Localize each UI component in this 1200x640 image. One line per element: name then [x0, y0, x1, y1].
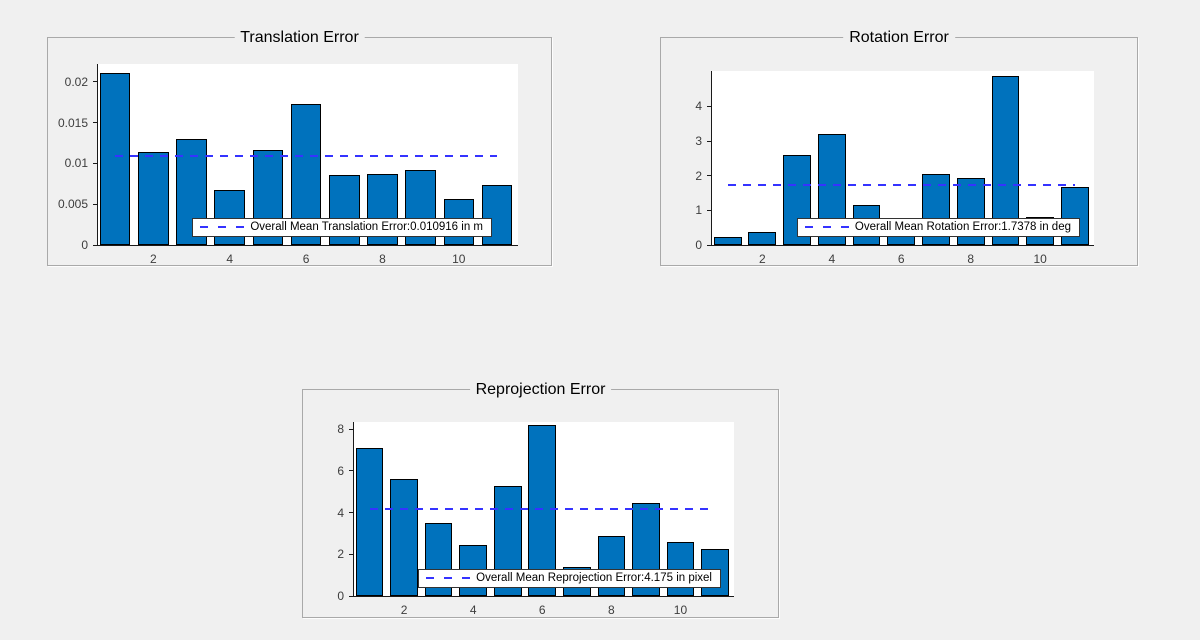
- y-tick-label: 0.01: [64, 156, 88, 171]
- chart-title: Reprojection Error: [469, 380, 612, 399]
- legend-label: Overall Mean Reprojection Error:4.175 in…: [476, 572, 712, 584]
- bar: [138, 152, 169, 245]
- y-tick-mark: [707, 175, 712, 177]
- mean-line: [115, 155, 497, 157]
- x-tick-label: 10: [673, 603, 688, 617]
- y-tick-mark: [93, 81, 98, 83]
- y-tick-label: 1: [695, 203, 702, 218]
- bar: [748, 231, 777, 245]
- y-tick-label: 8: [337, 422, 344, 437]
- y-tick-mark: [707, 140, 712, 142]
- chart-title: Rotation Error: [843, 28, 955, 47]
- x-tick-label: 6: [897, 252, 905, 266]
- legend-dash-sample: [804, 226, 851, 228]
- legend-dash-sample: [200, 226, 247, 228]
- plot-area: 0 2 4 6 8 2 4 6 8 10 Overall Mean Reprojection Err…: [337, 422, 734, 617]
- y-tick-label: 3: [695, 134, 702, 149]
- x-tick-label: 4: [469, 603, 477, 617]
- mean-line: [369, 508, 715, 510]
- plot-area: 0 1 2 3 4 2 4 6 8 10 Overall Mean Rotation Error:1…: [695, 71, 1094, 266]
- y-tick-mark: [349, 428, 354, 430]
- x-tick-label: 10: [1033, 252, 1047, 266]
- y-tick-mark: [93, 162, 98, 164]
- y-tick-mark: [349, 595, 354, 597]
- y-tick-label: 0.015: [57, 115, 88, 130]
- legend: Overall Mean Rotation Error:1.7378 in de…: [796, 218, 1080, 237]
- chart-title: Translation Error: [234, 28, 365, 47]
- panel-reprojection-error: Reprojection Error 0 2 4 6 8 2 4 6 8 10 Overall Mea…: [302, 380, 779, 618]
- bar: [991, 75, 1020, 245]
- x-tick-label: 8: [379, 252, 386, 266]
- y-tick-label: 6: [337, 463, 344, 478]
- x-tick-label: 10: [452, 252, 466, 266]
- x-tick-label: 2: [150, 252, 157, 266]
- y-tick-mark: [707, 244, 712, 246]
- mean-line: [727, 183, 1075, 186]
- x-tick-label: 8: [608, 603, 615, 617]
- bar: [99, 72, 131, 245]
- legend-dash-sample: [426, 577, 473, 579]
- y-tick-label: 2: [337, 547, 344, 562]
- bar: [713, 236, 742, 245]
- x-tick-label: 2: [400, 603, 408, 617]
- y-tick-mark: [93, 203, 98, 205]
- legend: Overall Mean Reprojection Error:4.175 in…: [418, 569, 721, 588]
- bar: [355, 448, 384, 596]
- y-tick-mark: [349, 553, 354, 555]
- y-tick-mark: [707, 105, 712, 107]
- y-tick-mark: [93, 244, 98, 246]
- x-tick-label: 4: [828, 252, 836, 266]
- bar: [390, 479, 418, 596]
- x-tick-label: 6: [538, 603, 546, 617]
- y-tick-label: 2: [695, 168, 702, 183]
- y-tick-label: 0.02: [64, 74, 88, 89]
- x-tick-label: 4: [226, 252, 234, 266]
- y-tick-mark: [349, 512, 354, 514]
- y-tick-label: 4: [695, 99, 702, 114]
- x-tick-label: 8: [967, 252, 975, 266]
- x-tick-label: 2: [759, 252, 766, 266]
- plot-area: 0 0.005 0.01 0.015 0.02 2 4 6 8 10 Overall Mean Tr…: [58, 64, 518, 266]
- legend-label: Overall Mean Translation Error:0.010916 …: [250, 221, 483, 233]
- legend-label: Overall Mean Rotation Error:1.7378 in de…: [854, 221, 1071, 233]
- bar: [528, 425, 557, 596]
- y-tick-label: 0: [337, 589, 344, 603]
- y-tick-label: 4: [337, 505, 344, 520]
- y-tick-label: 0: [695, 238, 702, 252]
- panel-rotation-error: Rotation Error 0 1 2 3 4 2 4 6 8 10 Overall Mean Ro…: [660, 28, 1138, 266]
- y-tick-mark: [349, 470, 354, 472]
- y-tick-label: 0.005: [57, 197, 88, 212]
- panel-translation-error: Translation Error 0 0.005 0.01 0.015 0.02 2 4 6 8…: [47, 28, 552, 266]
- y-tick-label: 0: [81, 238, 88, 252]
- legend: Overall Mean Translation Error:0.010916 …: [192, 218, 492, 237]
- x-tick-label: 6: [302, 252, 310, 266]
- y-tick-mark: [707, 209, 712, 211]
- y-tick-mark: [93, 122, 98, 124]
